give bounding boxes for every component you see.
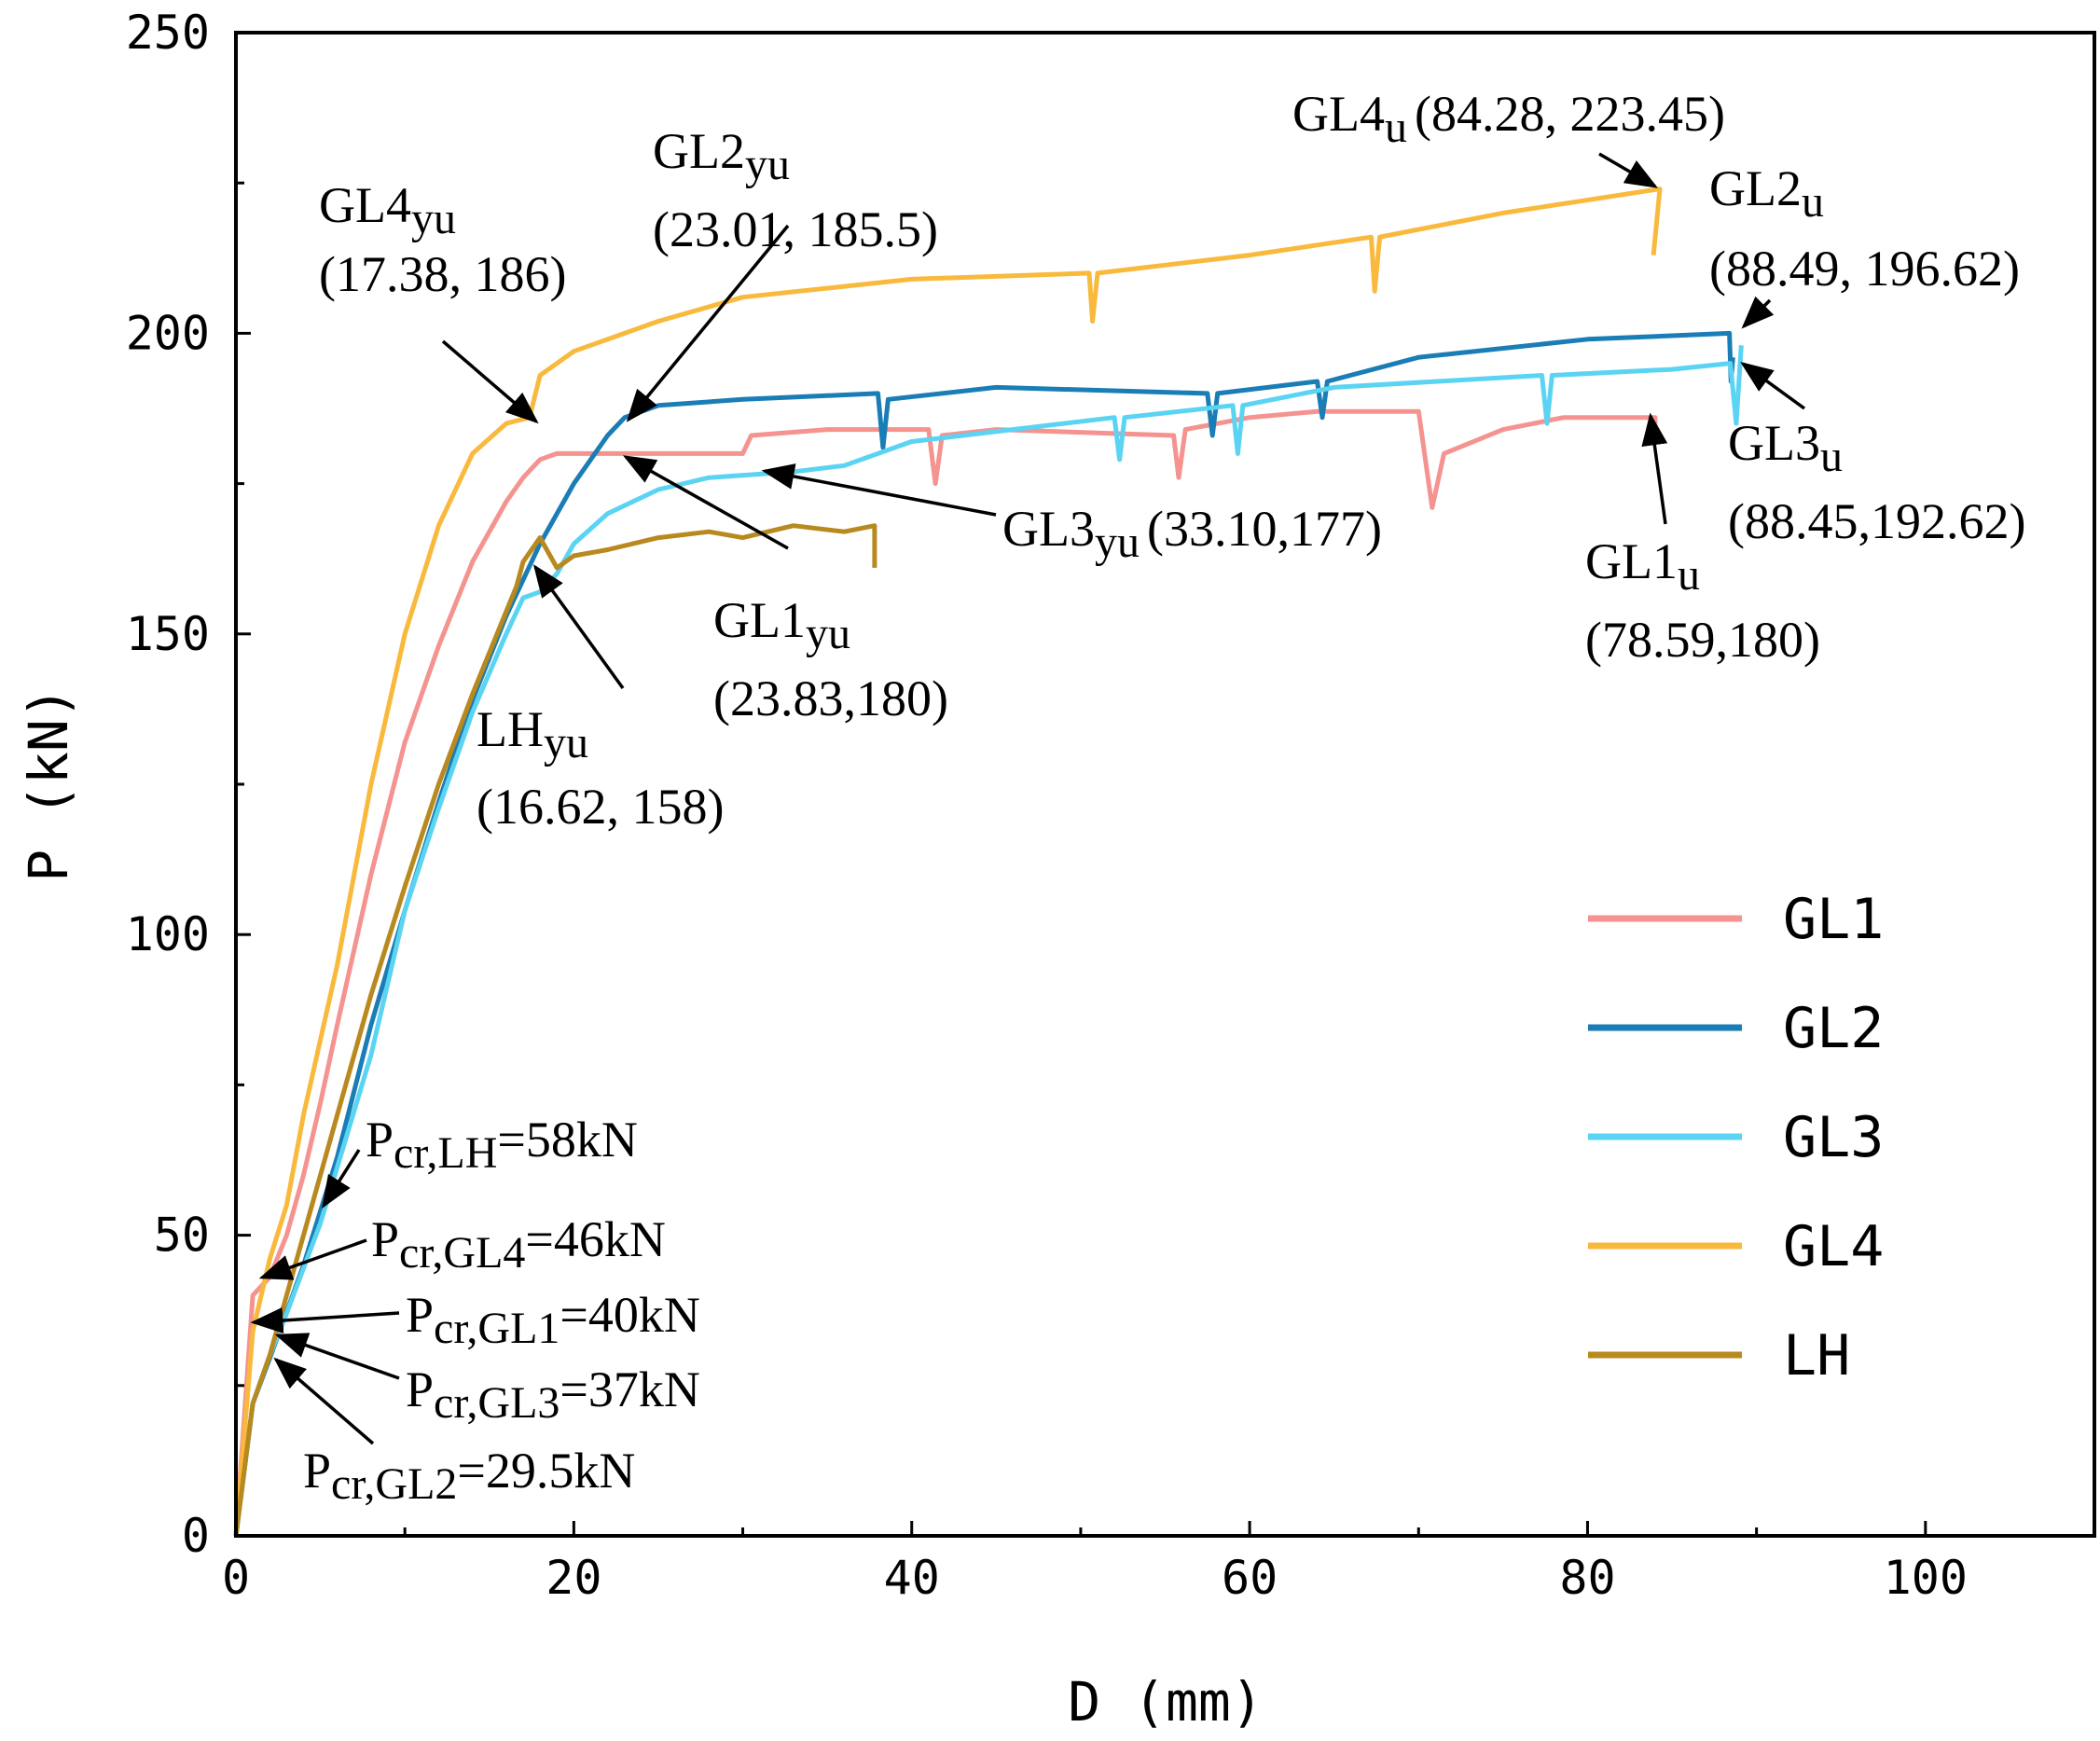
label-pcr-gl2: Pcr,GL2=29.5kN — [303, 1443, 635, 1509]
label-gl4yu: GL4yu — [319, 177, 456, 243]
label-gl2u: GL2u — [1709, 160, 1824, 227]
arrow-gl2u — [1741, 296, 1775, 329]
annotation-arrows — [250, 152, 1806, 1445]
value-gl1u: (78.59,180) — [1585, 612, 1820, 668]
series-line-gl4 — [233, 187, 1663, 1537]
arrow-pcr-gl4 — [258, 1238, 367, 1280]
value-lhyu: (16.62, 158) — [477, 779, 724, 835]
value-gl3u: (88.45,192.62) — [1728, 493, 2025, 549]
x-tick-label: 60 — [1222, 1551, 1278, 1605]
label-pcr-gl4: Pcr,GL4=46kN — [371, 1211, 666, 1278]
y-axis-title: P (kN) — [17, 686, 80, 882]
y-tick-label: 0 — [182, 1509, 210, 1563]
label-gl3yu: GL3yu (33.10,177) — [1002, 501, 1382, 567]
legend-label-gl1: GL1 — [1783, 887, 1884, 952]
x-tick-label: 40 — [884, 1551, 940, 1605]
label-gl1yu: GL1yu — [713, 592, 850, 658]
series-line-lh — [233, 523, 877, 1537]
arrow-pcr-lh — [322, 1149, 361, 1209]
label-lhyu: LHyu — [477, 701, 588, 767]
arrow-pcr-gl2 — [273, 1357, 375, 1445]
label-gl4u: GL4u (84.28, 223.45) — [1292, 86, 1725, 152]
arrow-gl1u — [1641, 412, 1668, 525]
y-tick-label: 150 — [126, 607, 210, 661]
arrow-gl3u — [1740, 361, 1806, 410]
axis-ticks: 0 20 40 60 80 100 0 50 100 150 200 250 — [126, 6, 1968, 1605]
label-pcr-lh: Pcr,LH=58kN — [366, 1112, 638, 1178]
series-line-gl3 — [233, 345, 1744, 1537]
arrow-gl4yu — [441, 339, 539, 424]
y-tick-label: 50 — [154, 1209, 210, 1263]
series-line-gl1 — [233, 408, 1658, 1537]
legend-label-gl3: GL3 — [1783, 1105, 1884, 1170]
arrow-pcr-gl1 — [250, 1307, 400, 1333]
arrow-pcr-gl3 — [274, 1333, 400, 1380]
y-tick-label: 250 — [126, 6, 210, 60]
x-tick-label: 100 — [1884, 1551, 1968, 1605]
value-gl1yu: (23.83,180) — [713, 670, 948, 726]
legend-label-lh: LH — [1783, 1323, 1850, 1389]
x-tick-label: 0 — [222, 1551, 250, 1605]
series-line-gl2 — [233, 330, 1735, 1537]
value-gl2yu: (23.01, 185.5) — [653, 201, 938, 257]
x-axis-title: D (mm) — [1068, 1670, 1264, 1734]
arrow-gl1yu — [622, 455, 789, 550]
label-pcr-gl3: Pcr,GL3=37kN — [406, 1361, 700, 1428]
label-gl2yu: GL2yu — [653, 123, 790, 189]
arrow-lhyu — [532, 564, 625, 690]
y-tick-label: 100 — [126, 907, 210, 961]
legend: GL1 GL2 GL3 GL4 LH — [1588, 887, 1884, 1389]
legend-label-gl4: GL4 — [1783, 1214, 1884, 1279]
arrow-gl3yu — [761, 463, 997, 517]
label-gl3u: GL3u — [1728, 415, 1843, 481]
annotation-labels: GL4u (84.28, 223.45) GL2u (88.49, 196.62)… — [303, 86, 2025, 1509]
arrow-gl4u — [1598, 152, 1659, 188]
legend-label-gl2: GL2 — [1783, 996, 1884, 1061]
y-tick-label: 200 — [126, 306, 210, 360]
value-gl4yu: (17.38, 186) — [319, 246, 566, 302]
label-gl1u: GL1u — [1585, 533, 1700, 600]
label-pcr-gl1: Pcr,GL1=40kN — [406, 1287, 700, 1353]
x-tick-label: 20 — [546, 1551, 601, 1605]
series-layer — [233, 187, 1744, 1537]
value-gl2u: (88.49, 196.62) — [1709, 241, 2020, 297]
arrow-gl2yu — [626, 224, 790, 422]
x-tick-label: 80 — [1559, 1551, 1615, 1605]
